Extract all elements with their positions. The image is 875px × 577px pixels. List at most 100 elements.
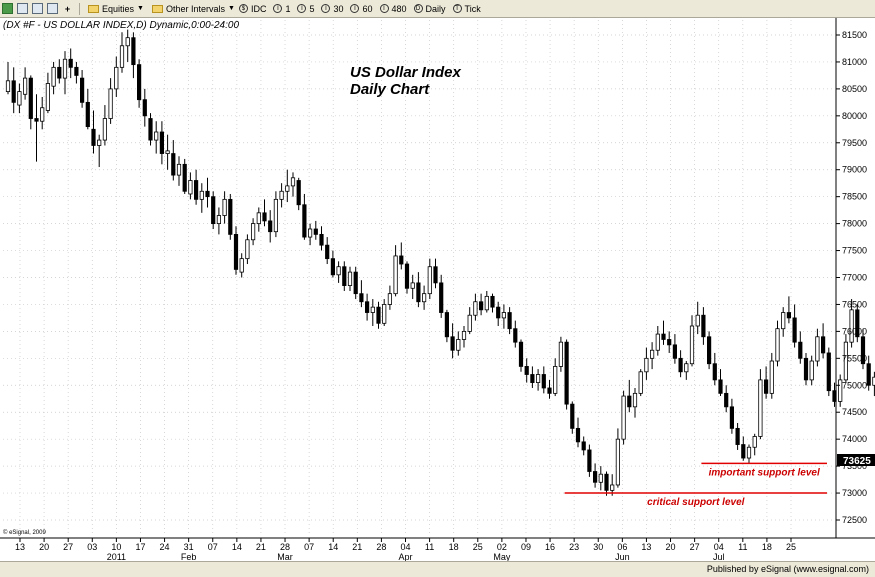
candle-body bbox=[752, 436, 757, 448]
x-tick-label: 10 bbox=[111, 542, 121, 552]
candle-body bbox=[250, 223, 256, 241]
candle-body bbox=[421, 293, 427, 303]
candle-body bbox=[382, 304, 387, 324]
link-icon[interactable] bbox=[17, 3, 28, 14]
candle-body bbox=[439, 282, 444, 313]
interval-button-30[interactable]: I 30 bbox=[321, 4, 343, 14]
interval-label: IDC bbox=[250, 3, 267, 14]
candle-body bbox=[860, 336, 866, 365]
candle-body bbox=[433, 266, 438, 284]
x-tick-label: 30 bbox=[593, 542, 603, 552]
y-tick-label: 80000 bbox=[842, 111, 867, 121]
candle-body bbox=[28, 77, 33, 119]
candle-body bbox=[125, 37, 130, 47]
candle-body bbox=[661, 333, 666, 340]
x-month-label: Jul bbox=[713, 552, 725, 561]
y-tick-label: 81000 bbox=[842, 57, 867, 67]
interval-label: 5 bbox=[309, 3, 315, 14]
candle-body bbox=[530, 374, 535, 383]
add-icon[interactable]: + bbox=[64, 3, 71, 14]
equities-menu[interactable]: Equities bbox=[102, 3, 135, 14]
interval-icon: T bbox=[452, 4, 462, 13]
y-tick-label: 78000 bbox=[842, 219, 867, 229]
candle-body bbox=[228, 198, 233, 235]
candle-body bbox=[80, 77, 85, 103]
candle-body bbox=[513, 328, 518, 343]
interval-button-idc[interactable]: $ IDC bbox=[238, 3, 267, 14]
interval-button-60[interactable]: I 60 bbox=[350, 4, 373, 14]
interval-button-480[interactable]: I 480 bbox=[379, 4, 407, 14]
footer: Published by eSignal (www.esignal.com) bbox=[0, 561, 875, 577]
candle-body bbox=[444, 312, 450, 338]
y-tick-label: 72500 bbox=[842, 515, 867, 525]
price-chart[interactable]: important support level critical support … bbox=[0, 18, 875, 561]
candle-body bbox=[724, 392, 729, 408]
x-tick-label: 27 bbox=[63, 542, 73, 552]
candle-body bbox=[85, 101, 90, 128]
interval-button-tick[interactable]: T Tick bbox=[452, 4, 481, 14]
candle-body bbox=[193, 180, 199, 200]
candle-body bbox=[404, 263, 410, 289]
chevron-down-icon[interactable]: ▼ bbox=[137, 5, 144, 12]
candle-body bbox=[598, 473, 603, 483]
y-tick-label: 73000 bbox=[842, 488, 867, 498]
chevron-down-icon[interactable]: ▼ bbox=[228, 5, 235, 12]
candle-body bbox=[764, 379, 769, 394]
candle-body bbox=[501, 312, 507, 319]
candle-body bbox=[518, 341, 524, 367]
candle-body bbox=[222, 198, 227, 216]
candle-body bbox=[838, 379, 843, 402]
chart-icon[interactable] bbox=[2, 3, 13, 14]
candle-body bbox=[40, 107, 45, 122]
candle-body bbox=[45, 83, 51, 111]
candle-body bbox=[826, 352, 831, 392]
candle-body bbox=[872, 376, 875, 386]
candle-body bbox=[370, 306, 375, 313]
x-tick-label: 24 bbox=[160, 542, 170, 552]
interval-icon: I bbox=[297, 4, 307, 13]
candle-body bbox=[450, 336, 455, 351]
candle-body bbox=[775, 328, 780, 362]
interval-button-daily[interactable]: D Daily bbox=[413, 4, 446, 14]
x-tick-label: 14 bbox=[232, 542, 242, 552]
candle-body bbox=[461, 330, 467, 340]
candle-body bbox=[689, 325, 695, 365]
x-month-label: May bbox=[493, 552, 511, 561]
candle-body bbox=[211, 196, 216, 225]
interval-label: 1 bbox=[285, 3, 291, 14]
candle-body bbox=[34, 118, 39, 122]
x-tick-label: 06 bbox=[617, 542, 627, 552]
candle-body bbox=[279, 190, 284, 200]
candle-body bbox=[593, 471, 598, 483]
candle-body bbox=[667, 339, 672, 346]
x-tick-label: 23 bbox=[569, 542, 579, 552]
x-tick-label: 21 bbox=[352, 542, 362, 552]
candle-body bbox=[456, 339, 461, 351]
candle-body bbox=[815, 336, 820, 362]
chart-background bbox=[0, 18, 875, 561]
y-tick-label: 76500 bbox=[842, 299, 867, 309]
candle-body bbox=[57, 66, 62, 79]
x-tick-label: 17 bbox=[135, 542, 145, 552]
candle-body bbox=[154, 131, 159, 141]
other-intervals-menu[interactable]: Other Intervals bbox=[165, 3, 225, 14]
candle-body bbox=[821, 336, 826, 354]
x-tick-label: 03 bbox=[87, 542, 97, 552]
x-month-label: Jun bbox=[615, 552, 630, 561]
candle-body bbox=[855, 309, 860, 338]
symbol-header: (DX #F - US DOLLAR INDEX,D) Dynamic,0:00… bbox=[3, 20, 239, 31]
last-price-label: 73625 bbox=[843, 456, 871, 467]
y-tick-label: 81500 bbox=[842, 30, 867, 40]
candle-body bbox=[684, 363, 689, 373]
x-tick-label: 18 bbox=[449, 542, 459, 552]
y-tick-label: 79000 bbox=[842, 165, 867, 175]
x-tick-label: 11 bbox=[738, 542, 747, 552]
layout-icon[interactable] bbox=[47, 3, 58, 14]
candle-body bbox=[11, 80, 16, 103]
candle-body bbox=[296, 180, 301, 206]
copy-icon[interactable] bbox=[32, 3, 43, 14]
candle-body bbox=[615, 438, 621, 486]
